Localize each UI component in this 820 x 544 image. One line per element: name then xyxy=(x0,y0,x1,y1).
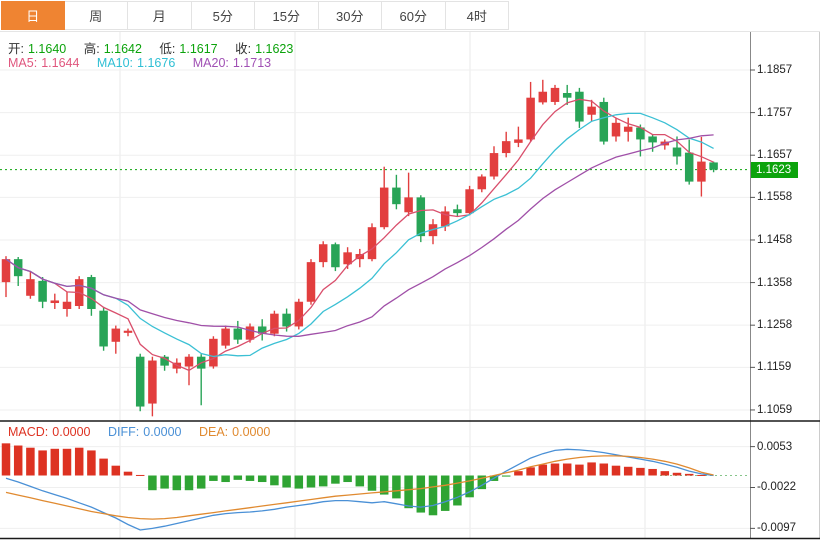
macd-info-row: MACD: 0.0000 DIFF: 0.0000 DEA: 0.0000 xyxy=(8,425,274,439)
tab-interval-3[interactable]: 5分 xyxy=(191,1,255,30)
price-axis-tick-label: 1.1059 xyxy=(757,403,793,416)
ma10-label: MA10: xyxy=(96,56,134,70)
price-axis-tick-label: 1.1258 xyxy=(757,319,793,332)
tab-interval-6[interactable]: 60分 xyxy=(382,1,446,30)
ma20-value: 1.1713 xyxy=(232,56,272,70)
price-axis-tick-label: 1.1657 xyxy=(757,149,793,162)
low-value: 1.1617 xyxy=(179,42,218,56)
macd-axis-tick-label: -0.0097 xyxy=(757,522,797,535)
diff-label: DIFF: xyxy=(108,425,140,439)
high-label: 高: xyxy=(83,42,100,56)
ohlc-info-row: 开: 1.1640 高: 1.1642 低: 1.1617 收: 1.1623 xyxy=(8,38,297,57)
price-axis-tick-label: 1.1358 xyxy=(757,276,793,289)
macd-label: MACD: xyxy=(8,425,49,439)
open-label: 开: xyxy=(8,42,24,56)
price-axis-tick-label: 1.1159 xyxy=(757,361,792,374)
diff-value: 0.0000 xyxy=(143,425,182,439)
tab-interval-2[interactable]: 月 xyxy=(128,1,192,30)
price-axis-tick-label: 1.1458 xyxy=(757,233,793,246)
open-value: 1.1640 xyxy=(27,42,67,56)
interval-tab-bar: 日周月 5分 15分 30分 60分 4时 xyxy=(1,1,509,30)
ma-info-row: MA5: 1.1644 MA10: 1.1676 MA20: 1.1713 xyxy=(8,56,275,70)
macd-axis-tick-label: -0.0022 xyxy=(757,481,797,494)
high-value: 1.1642 xyxy=(103,42,142,56)
close-value: 1.1623 xyxy=(255,42,294,56)
ma5-value: 1.1644 xyxy=(41,56,80,70)
low-label: 低: xyxy=(159,42,176,56)
tab-interval-7[interactable]: 4时 xyxy=(445,1,509,30)
ma10-value: 1.1676 xyxy=(137,56,176,70)
close-label: 收: xyxy=(235,42,252,56)
ma5-label: MA5: xyxy=(8,56,38,70)
tab-interval-0[interactable]: 日 xyxy=(1,1,65,30)
macd-axis-tick-label: 0.0053 xyxy=(757,440,793,453)
price-axis-tick-label: 1.1558 xyxy=(757,191,793,204)
dea-label: DEA: xyxy=(198,425,229,439)
dea-value: 0.0000 xyxy=(232,425,271,439)
tab-interval-4[interactable]: 15分 xyxy=(255,1,319,30)
price-axis-tick-label: 1.1857 xyxy=(757,64,793,76)
tab-interval-5[interactable]: 30分 xyxy=(318,1,382,30)
tab-interval-1[interactable]: 周 xyxy=(64,1,128,30)
last-price-tag: 1.1623 xyxy=(751,161,799,178)
macd-value: 0.0000 xyxy=(52,425,91,439)
ma20-label: MA20: xyxy=(192,56,229,70)
price-axis-tick-label: 1.1757 xyxy=(757,106,793,119)
